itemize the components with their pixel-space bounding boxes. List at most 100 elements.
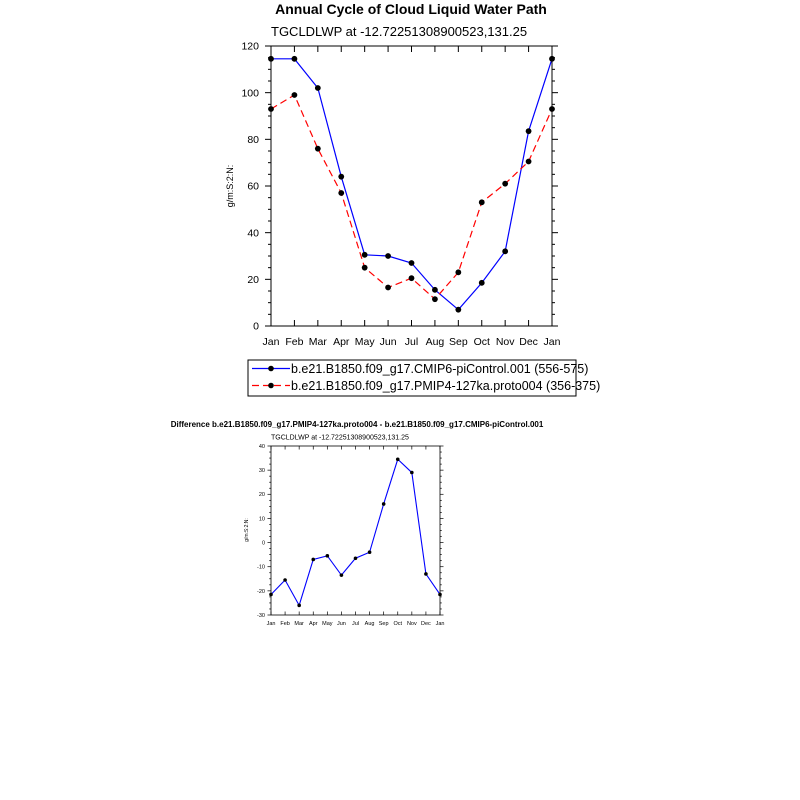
series-0-point xyxy=(502,248,509,255)
bottom-chart-series xyxy=(269,457,442,608)
difference-chart: Difference b.e21.B1850.f09_g17.PMIP4-127… xyxy=(171,420,544,627)
series-1-point xyxy=(432,296,438,303)
series-0-point xyxy=(385,253,391,259)
series-0-point xyxy=(268,55,274,62)
series-0-point xyxy=(361,251,368,258)
series-0-point xyxy=(438,592,442,597)
series-1-point xyxy=(549,106,555,112)
series-line-0 xyxy=(270,458,441,607)
top-chart-title: Annual Cycle of Cloud Liquid Water Path xyxy=(275,1,547,17)
legend-marker-pmip4 xyxy=(268,382,274,389)
legend-label-pmip4: b.e21.B1850.f09_g17.PMIP4-127ka.proto004… xyxy=(291,379,600,393)
bottom-chart-y-axis-label: g/m:S:2:N: xyxy=(244,518,250,542)
x-tick-label: Sep xyxy=(449,336,468,348)
series-0-point xyxy=(410,470,414,475)
series-1-point xyxy=(314,145,321,152)
series-0-point xyxy=(339,573,344,577)
x-tick-label: Mar xyxy=(309,336,328,348)
series-0-point xyxy=(478,279,485,286)
series-0-point xyxy=(432,286,438,293)
x-tick-label: Jun xyxy=(380,336,397,348)
y-tick-label: 40 xyxy=(259,444,265,450)
series-0-point xyxy=(353,556,358,561)
series-line-0 xyxy=(271,58,553,311)
series-line-1 xyxy=(270,94,553,301)
y-tick-label: 20 xyxy=(247,274,259,286)
x-tick-label: Oct xyxy=(393,621,402,627)
series-0-point xyxy=(549,55,555,62)
top-chart-legend: b.e21.B1850.f09_g17.CMIP6-piControl.001 … xyxy=(247,359,600,397)
x-tick-label: Jul xyxy=(405,336,418,348)
series-0-point xyxy=(314,85,321,91)
x-tick-label: Jan xyxy=(263,336,280,348)
x-tick-label: Feb xyxy=(285,336,303,348)
y-tick-label: 80 xyxy=(247,134,259,146)
y-tick-label: 0 xyxy=(262,540,265,546)
series-0-point xyxy=(311,557,316,562)
x-tick-label: Oct xyxy=(474,336,490,348)
y-tick-label: 0 xyxy=(253,321,259,333)
series-1-point xyxy=(361,264,368,271)
top-chart-subtitle: TGCLDLWP at -12.72251308900523,131.25 xyxy=(271,24,527,39)
x-tick-label: May xyxy=(322,621,333,627)
bottom-chart-title: Difference b.e21.B1850.f09_g17.PMIP4-127… xyxy=(171,420,544,429)
x-tick-label: Jul xyxy=(352,621,359,627)
y-tick-label: 60 xyxy=(247,181,259,193)
series-1-point xyxy=(478,199,485,206)
y-tick-label: -30 xyxy=(257,613,265,619)
series-0-point xyxy=(455,306,462,313)
x-tick-label: Apr xyxy=(309,621,318,627)
series-1-point xyxy=(455,269,462,276)
x-tick-label: Sep xyxy=(379,621,389,627)
y-tick-label: -10 xyxy=(257,565,265,571)
y-tick-label: 40 xyxy=(247,227,259,239)
y-tick-label: 120 xyxy=(241,41,259,53)
x-tick-label: Feb xyxy=(280,621,289,627)
legend-frame xyxy=(247,359,577,397)
y-tick-label: -20 xyxy=(257,589,265,595)
x-tick-label: Apr xyxy=(333,336,350,348)
series-0-point xyxy=(325,554,330,558)
x-tick-label: Nov xyxy=(407,621,417,627)
series-1-point xyxy=(338,190,345,196)
x-tick-label: Jan xyxy=(436,621,445,627)
series-1-point xyxy=(385,284,391,291)
series-0-point xyxy=(297,603,301,608)
y-tick-label: 100 xyxy=(241,87,259,99)
x-tick-label: Aug xyxy=(426,336,445,348)
series-0-point xyxy=(338,173,345,180)
x-tick-label: Mar xyxy=(294,621,304,627)
legend-label-piControl: b.e21.B1850.f09_g17.CMIP6-piControl.001 … xyxy=(291,362,588,376)
series-0-point xyxy=(381,502,386,506)
top-chart-y-axis-label: g/m:S:2:N: xyxy=(225,165,235,208)
series-1-point xyxy=(502,180,509,187)
legend-marker-piControl xyxy=(268,365,274,372)
series-0-point xyxy=(395,457,400,462)
x-tick-label: Nov xyxy=(496,336,515,348)
bottom-chart-ticks: Jan Feb Mar Apr May Jun Jul Aug Sep Oct Nov Dec Jan-… xyxy=(257,444,444,627)
x-tick-label: Jan xyxy=(267,621,276,627)
top-chart-ticks: Jan Feb Mar Apr May Jun Jul Aug Sep Oct Nov Dec Jan 0… xyxy=(241,41,560,348)
y-tick-label: 30 xyxy=(259,468,265,474)
series-1-point xyxy=(408,275,415,282)
series-0-point xyxy=(367,550,372,555)
series-0-point xyxy=(525,128,532,135)
series-0-point xyxy=(283,578,287,582)
series-0-point xyxy=(291,55,298,62)
y-tick-label: 20 xyxy=(259,492,265,498)
bottom-chart-plot-frame xyxy=(270,445,441,616)
series-0-point xyxy=(408,260,415,266)
series-0-point xyxy=(269,592,273,597)
series-0-point xyxy=(424,572,428,576)
x-tick-label: Dec xyxy=(421,621,431,627)
x-tick-label: Dec xyxy=(519,336,538,348)
series-1-point xyxy=(525,158,532,165)
x-tick-label: Aug xyxy=(365,621,375,627)
x-tick-label: Jan xyxy=(544,336,561,348)
series-1-point xyxy=(291,92,298,98)
top-chart-plot-frame xyxy=(270,45,553,327)
series-1-point xyxy=(268,106,274,112)
y-tick-label: 10 xyxy=(259,516,265,522)
bottom-chart-subtitle: TGCLDLWP at -12.72251308900523,131.25 xyxy=(271,435,409,442)
